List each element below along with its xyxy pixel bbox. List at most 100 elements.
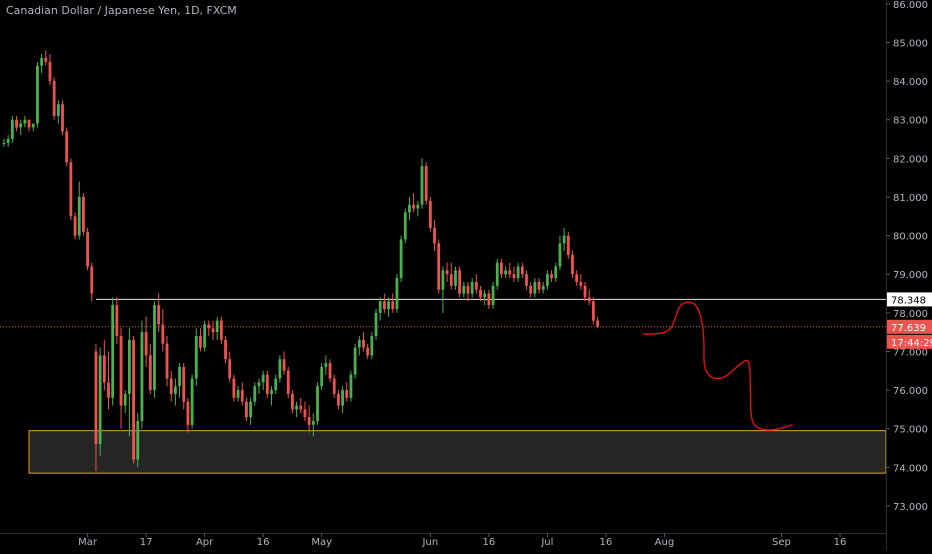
candle [470, 278, 474, 298]
candle-body [219, 320, 223, 340]
candle-body [291, 393, 294, 410]
time-tick-label: 16 [600, 537, 613, 548]
candle-body [311, 420, 315, 425]
candle-body [15, 119, 18, 128]
candle [249, 397, 253, 425]
candle [102, 339, 106, 391]
candle-body [48, 61, 52, 82]
candle [144, 316, 148, 367]
price-tick-label: 75.000 [893, 425, 928, 436]
candle-body [433, 227, 436, 244]
candle-body [207, 324, 211, 329]
candle [182, 363, 186, 410]
candle [562, 227, 566, 252]
candle-body [587, 297, 591, 302]
candle-body [370, 336, 374, 356]
candle [546, 270, 549, 290]
candle [420, 158, 424, 209]
candle-body [399, 239, 403, 279]
candle [253, 382, 257, 406]
candle-body [194, 336, 198, 379]
candle-body [140, 332, 144, 421]
candle [416, 200, 420, 217]
candle [219, 316, 223, 344]
price-tick-label: 81.000 [893, 193, 928, 204]
price-tick-label: 84.000 [893, 77, 928, 88]
projection-path [642, 301, 793, 431]
time-tick-label: Mar [78, 537, 98, 548]
candle [533, 278, 537, 298]
candle-body [328, 363, 332, 379]
candle-body [65, 131, 69, 163]
candle [194, 328, 198, 387]
candle [408, 196, 411, 221]
candle-body [2, 142, 6, 144]
candle-body [516, 266, 520, 279]
candle-body [56, 104, 60, 116]
candle [566, 231, 570, 259]
candle [579, 274, 583, 290]
candle-body [211, 328, 215, 333]
candle [466, 281, 470, 302]
price-tick-label: 83.000 [893, 116, 928, 127]
candle [136, 413, 140, 468]
candle-body [69, 162, 73, 217]
candle-body [44, 57, 48, 62]
resistance-price-label-text: 78.348 [891, 295, 926, 306]
candle [362, 332, 365, 352]
candle-body [550, 274, 553, 279]
support-zone [28, 430, 887, 474]
candle-body [236, 390, 240, 398]
candle [257, 378, 261, 394]
candle-body [199, 336, 202, 348]
candle-body [341, 390, 344, 406]
candle [341, 386, 344, 414]
candle-body [190, 378, 194, 425]
candle-body [458, 270, 462, 294]
candle [374, 308, 378, 340]
candle-body [186, 401, 190, 425]
candle-body [136, 420, 140, 460]
candle-body [19, 123, 23, 128]
candle [52, 77, 56, 120]
candle-body [228, 359, 232, 379]
candle [441, 266, 445, 313]
candle-body [299, 405, 303, 410]
candle [575, 270, 579, 286]
candle-body [416, 204, 420, 209]
candle-body [596, 320, 599, 327]
candle-body [224, 339, 227, 360]
time-tick-label: Sep [772, 537, 791, 548]
price-tick-label: 79.000 [893, 270, 928, 281]
candle [462, 281, 466, 298]
candle-body [94, 351, 98, 445]
candle [15, 115, 18, 132]
candle [516, 262, 520, 282]
candle [454, 266, 457, 290]
candle [458, 266, 462, 298]
candle-body [512, 274, 516, 279]
candle [240, 382, 244, 406]
candle [520, 262, 524, 279]
candle-body [215, 320, 219, 333]
candle-body [111, 305, 115, 398]
candle [395, 274, 399, 313]
candle-body [387, 301, 390, 309]
price-tick-label: 82.000 [893, 154, 928, 165]
candle [307, 405, 311, 433]
candle [391, 293, 395, 313]
candle-body [403, 212, 407, 240]
time-tick-label: Aug [655, 537, 675, 548]
candle [587, 289, 591, 306]
candle [541, 281, 545, 294]
candle [61, 100, 64, 136]
last-price-label-text: 77.639 [891, 323, 926, 334]
candle-body [257, 382, 261, 387]
candle-body [6, 139, 10, 143]
candle [232, 374, 236, 402]
candle-body [483, 293, 487, 298]
candle-body [462, 285, 466, 294]
price-tick-label: 78.000 [893, 309, 928, 320]
